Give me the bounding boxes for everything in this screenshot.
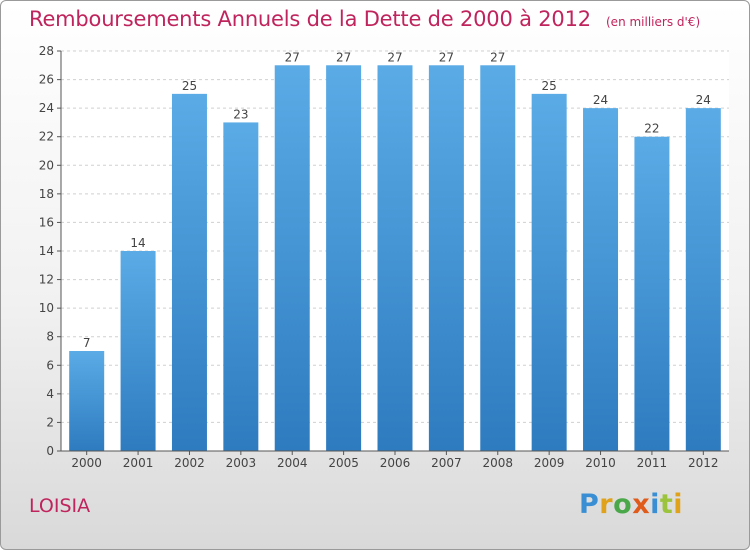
data-label-2000: 7 [83, 336, 91, 350]
bar-2006 [377, 65, 413, 452]
x-tick-label: 2006 [380, 456, 411, 470]
x-tick-label: 2003 [226, 456, 257, 470]
bar-2000 [69, 351, 105, 451]
bar-2005 [326, 65, 362, 452]
data-label-2010: 24 [593, 93, 608, 107]
data-label-2008: 27 [490, 50, 505, 64]
y-tick-label: 6 [46, 358, 54, 372]
data-label-2001: 14 [130, 236, 145, 250]
y-tick-label: 12 [39, 273, 54, 287]
y-tick-label: 0 [46, 444, 54, 458]
data-label-2012: 24 [696, 93, 711, 107]
x-tick-label: 2005 [328, 456, 359, 470]
commune-name: LOISIA [29, 495, 91, 517]
data-label-2006: 27 [387, 50, 402, 64]
logo-letter: i [673, 489, 684, 520]
bar-2010 [583, 108, 619, 452]
x-tick-label: 2002 [174, 456, 205, 470]
bars: 7 14 25 23 27 27 27 27 27 25 24 22 24 [69, 50, 721, 452]
y-tick-label: 14 [39, 244, 54, 258]
bar-2011 [634, 136, 670, 451]
data-label-2007: 27 [439, 50, 454, 64]
bar-2002 [171, 93, 207, 451]
bar-2012 [685, 108, 721, 452]
data-label-2004: 27 [285, 50, 300, 64]
bar-2001 [120, 251, 156, 451]
y-tick-label: 24 [39, 101, 54, 115]
y-tick-label: 28 [39, 44, 54, 58]
y-tick-label: 26 [39, 73, 54, 87]
bar-2009 [531, 93, 567, 451]
x-tick-label: 2007 [431, 456, 462, 470]
y-tick-label: 10 [39, 301, 54, 315]
x-tick-label: 2009 [534, 456, 565, 470]
y-tick-label: 22 [39, 130, 54, 144]
x-tick-label: 2001 [123, 456, 154, 470]
data-label-2011: 22 [644, 122, 659, 136]
title-row: Remboursements Annuels de la Dette de 20… [29, 7, 700, 31]
x-tick-label: 2011 [637, 456, 668, 470]
data-label-2003: 23 [233, 107, 248, 121]
x-tick-label: 2012 [688, 456, 719, 470]
y-tick-label: 4 [46, 387, 54, 401]
bar-2007 [428, 65, 464, 452]
x-tick-label: 2008 [482, 456, 513, 470]
bar-2003 [223, 122, 259, 451]
chart-title: Remboursements Annuels de la Dette de 20… [29, 7, 591, 31]
data-label-2009: 25 [542, 79, 557, 93]
bar-2004 [274, 65, 310, 452]
logo-letter: r [599, 489, 614, 520]
data-label-2005: 27 [336, 50, 351, 64]
bar-2008 [480, 65, 516, 452]
chart-unit: (en milliers d'€) [606, 15, 701, 29]
y-tick-label: 16 [39, 215, 54, 229]
logo-letter: t [659, 489, 674, 520]
logo-letter: x [632, 489, 651, 520]
logo-letter: i [650, 489, 660, 520]
y-tick-label: 20 [39, 158, 54, 172]
logo-letter: P [579, 489, 600, 520]
logo-letter: o [613, 489, 633, 520]
data-label-2002: 25 [182, 79, 197, 93]
x-tick-label: 2000 [71, 456, 102, 470]
y-tick-label: 8 [46, 330, 54, 344]
y-tick-label: 18 [39, 187, 54, 201]
x-tick-label: 2004 [277, 456, 308, 470]
proxiti-logo: Proxiti [579, 489, 683, 520]
x-tick-label: 2010 [585, 456, 616, 470]
y-tick-label: 2 [46, 415, 54, 429]
